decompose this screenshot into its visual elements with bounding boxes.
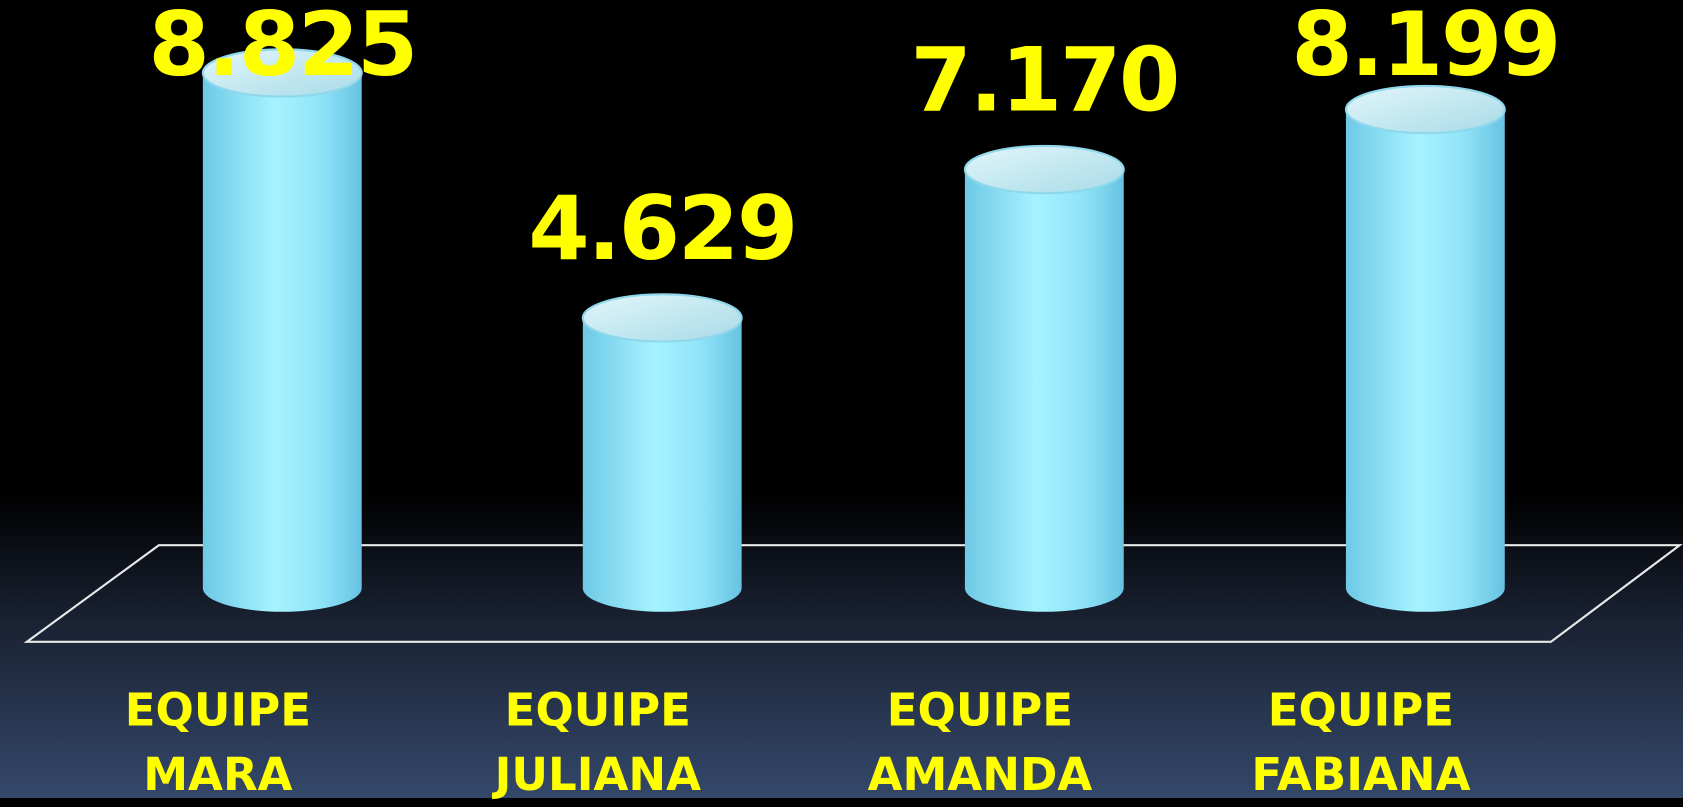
cylinder-top	[201, 48, 363, 98]
cylinder-body	[202, 72, 362, 612]
cylinder-top	[963, 144, 1125, 195]
category-label: EQUIPE MARA	[124, 683, 312, 801]
cylinder	[963, 144, 1125, 612]
category-label: EQUIPE FABIANA	[1251, 683, 1471, 801]
value-label: 7.170	[911, 29, 1179, 132]
value-label: 8.825	[148, 0, 416, 96]
cylinder-body	[1345, 109, 1505, 612]
cylinder	[581, 293, 743, 612]
cylinder-top	[581, 293, 743, 343]
cylinder	[1344, 84, 1506, 612]
value-label: 8.199	[1292, 0, 1560, 96]
cylinder-body	[964, 169, 1124, 612]
value-label: 4.629	[528, 177, 796, 280]
category-label: EQUIPE JULIANA	[494, 683, 702, 801]
category-label: EQUIPE AMANDA	[867, 683, 1093, 801]
cylinder	[201, 48, 363, 612]
cylinder-top	[1344, 84, 1506, 135]
cylinder-body	[582, 317, 742, 612]
floor	[23, 544, 1683, 643]
